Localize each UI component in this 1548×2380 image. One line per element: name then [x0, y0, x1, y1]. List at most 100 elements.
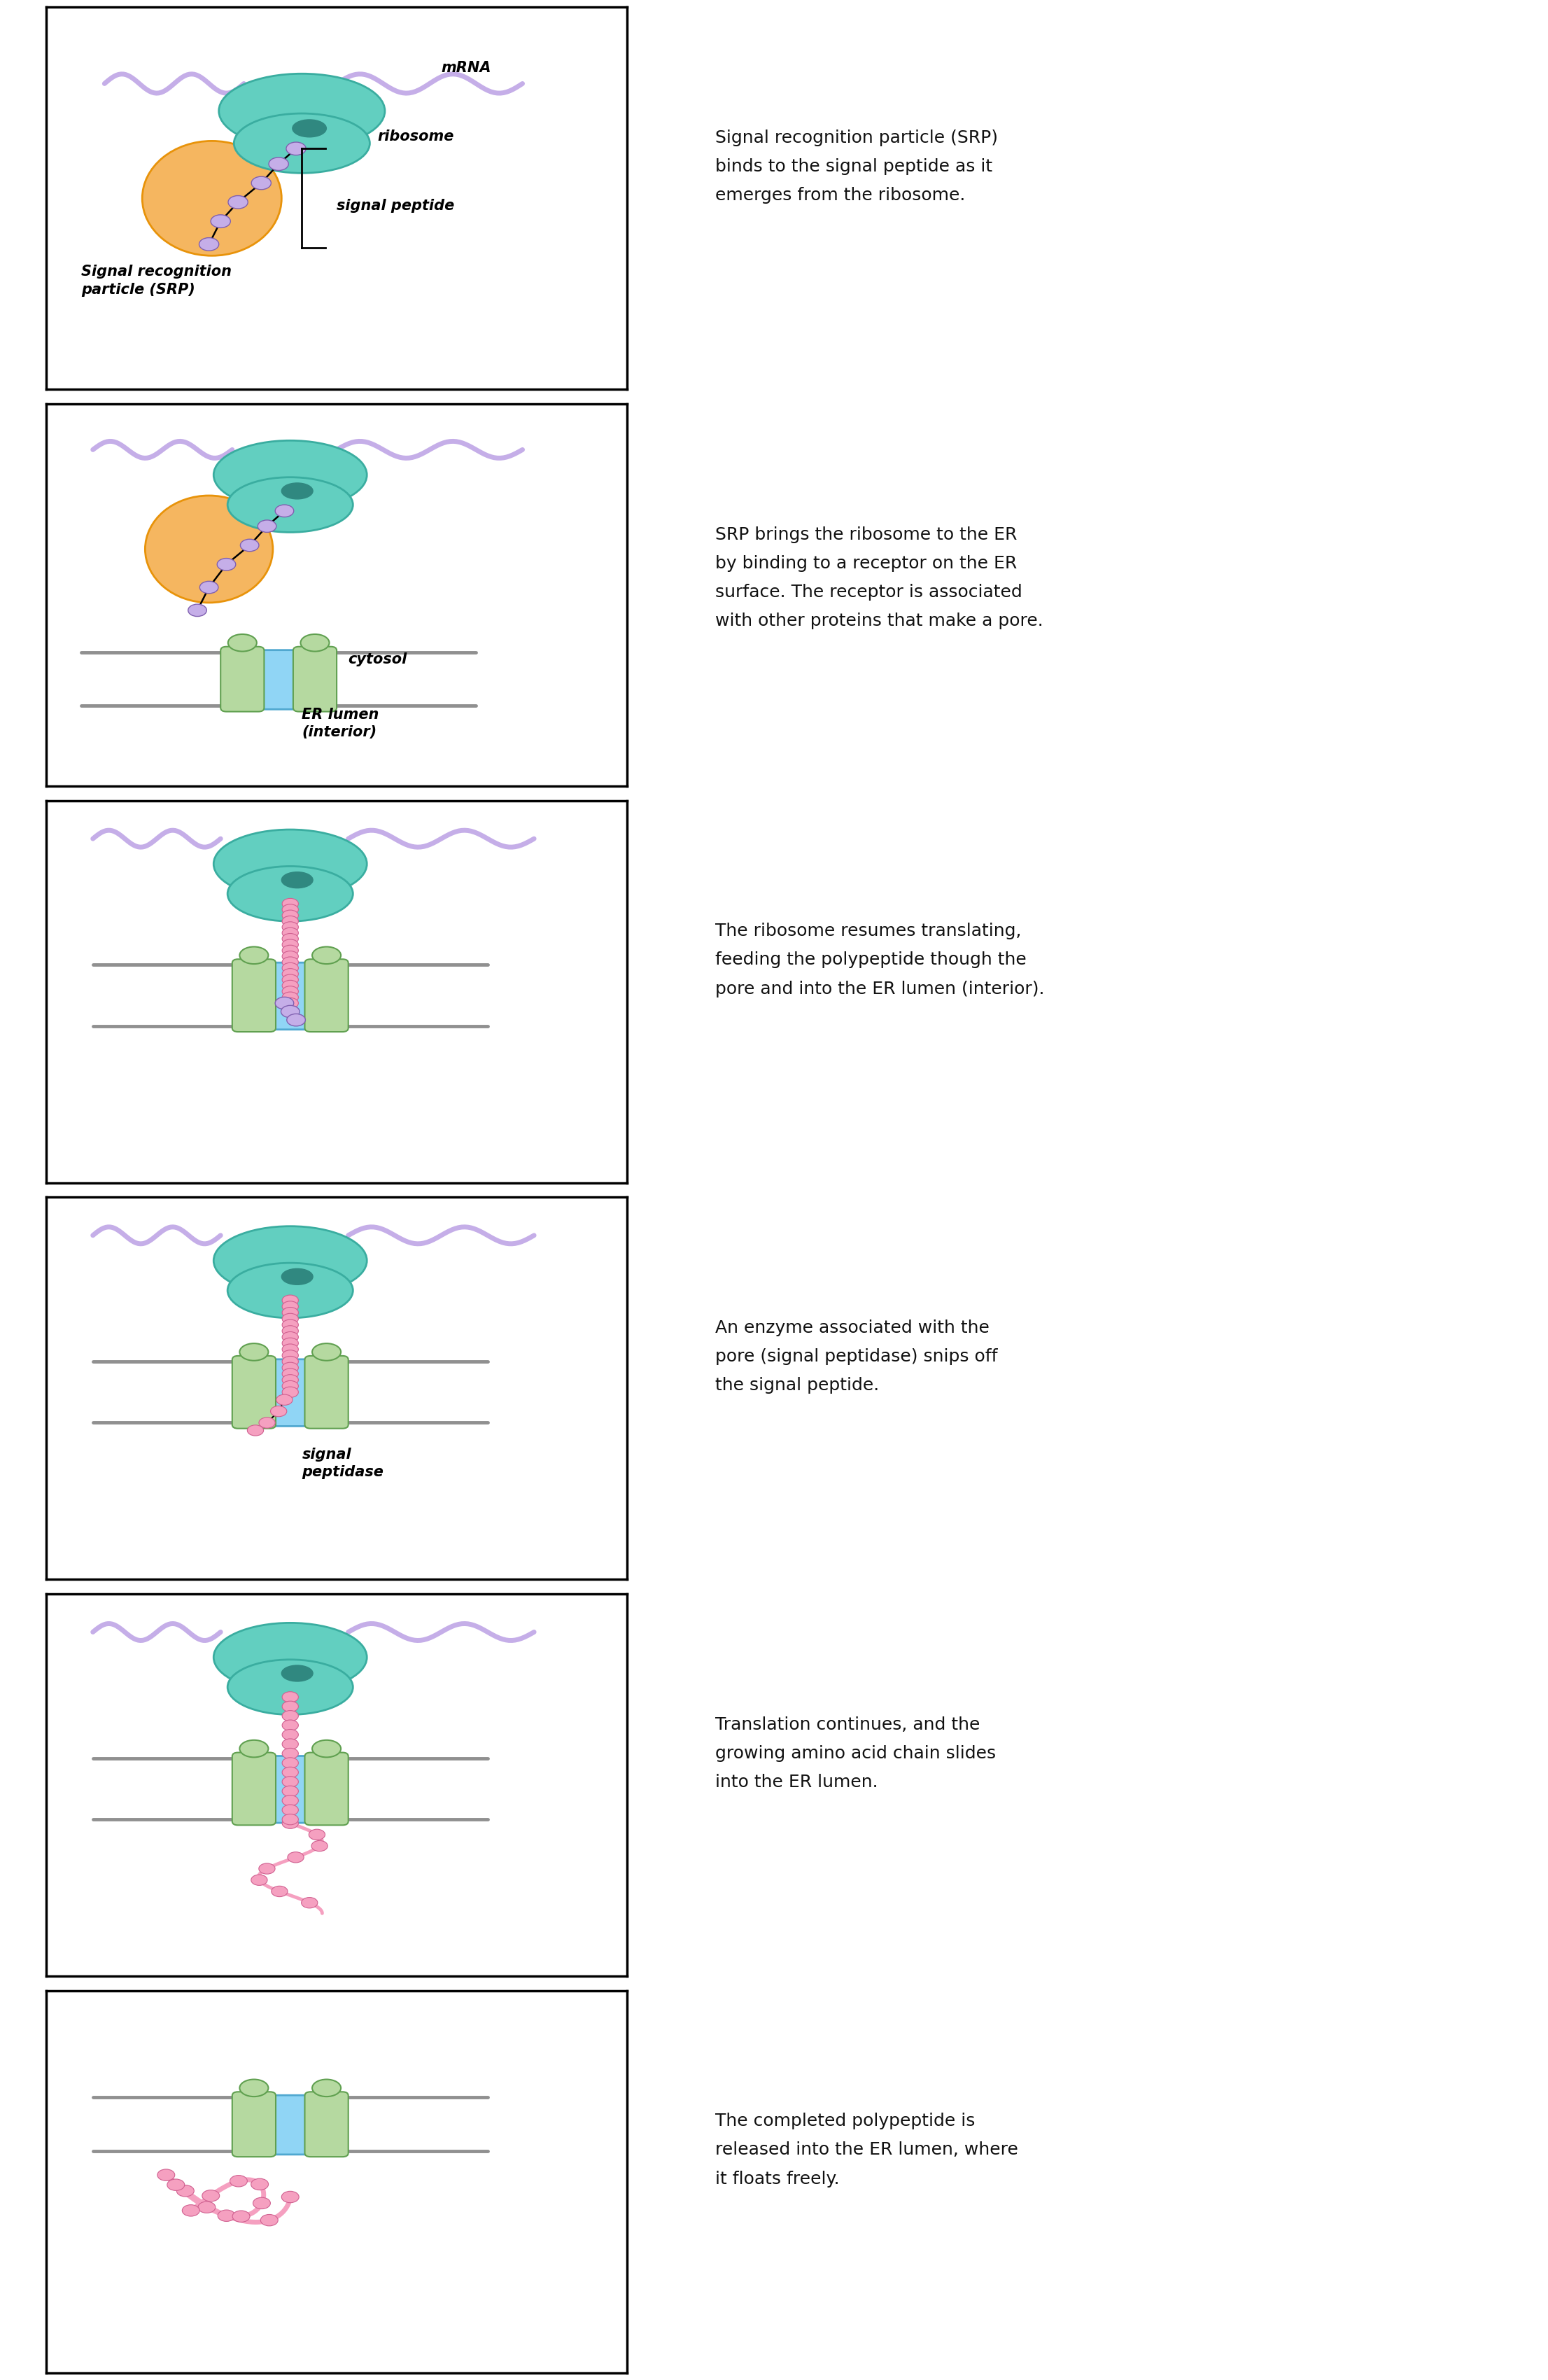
Ellipse shape [300, 633, 330, 652]
Text: Signal recognition particle (SRP)
binds to the signal peptide as it
emerges from: Signal recognition particle (SRP) binds … [715, 129, 998, 205]
Ellipse shape [146, 495, 272, 602]
Circle shape [282, 1376, 299, 1385]
Ellipse shape [240, 947, 268, 964]
Circle shape [288, 1852, 303, 1864]
Circle shape [276, 505, 294, 516]
Circle shape [232, 2211, 249, 2223]
Circle shape [200, 581, 218, 593]
FancyBboxPatch shape [305, 1357, 348, 1428]
Circle shape [282, 1004, 299, 1019]
Text: Signal recognition
particle (SRP): Signal recognition particle (SRP) [80, 264, 232, 298]
Text: The ribosome resumes translating,
feeding the polypeptide though the
pore and in: The ribosome resumes translating, feedin… [715, 923, 1045, 997]
Circle shape [282, 962, 299, 973]
Ellipse shape [228, 1264, 353, 1319]
Circle shape [282, 1775, 299, 1787]
Circle shape [211, 214, 231, 228]
FancyBboxPatch shape [305, 2092, 348, 2156]
Circle shape [282, 1388, 299, 1397]
Circle shape [282, 1711, 299, 1721]
Circle shape [276, 997, 294, 1009]
Circle shape [302, 1897, 317, 1909]
Circle shape [282, 1818, 299, 1828]
Ellipse shape [313, 2080, 341, 2097]
Circle shape [282, 928, 299, 938]
FancyBboxPatch shape [232, 1752, 276, 1825]
Circle shape [282, 1756, 299, 1768]
Circle shape [276, 1395, 293, 1404]
Circle shape [282, 897, 299, 909]
Circle shape [260, 2213, 279, 2225]
Circle shape [282, 1295, 299, 1307]
Circle shape [282, 992, 299, 1002]
Circle shape [282, 1326, 299, 1335]
Circle shape [282, 952, 299, 962]
Circle shape [218, 2211, 235, 2221]
Circle shape [269, 157, 288, 171]
FancyBboxPatch shape [305, 1752, 348, 1825]
Text: mRNA: mRNA [441, 62, 491, 74]
Circle shape [282, 945, 299, 957]
Circle shape [229, 2175, 248, 2187]
Ellipse shape [282, 1269, 313, 1285]
Circle shape [282, 1345, 299, 1354]
Circle shape [257, 521, 276, 533]
Text: cytosol: cytosol [348, 652, 407, 666]
Ellipse shape [282, 483, 313, 500]
Circle shape [282, 1302, 299, 1311]
Circle shape [282, 1380, 299, 1392]
Text: ribosome: ribosome [378, 131, 454, 143]
Circle shape [282, 1361, 299, 1373]
Circle shape [282, 933, 299, 945]
FancyBboxPatch shape [220, 647, 265, 712]
Circle shape [282, 909, 299, 921]
Circle shape [176, 2185, 194, 2197]
Circle shape [282, 1319, 299, 1330]
Ellipse shape [293, 119, 327, 138]
Circle shape [282, 1368, 299, 1378]
Text: ER lumen
(interior): ER lumen (interior) [302, 707, 379, 740]
Circle shape [251, 1875, 268, 1885]
Ellipse shape [234, 114, 370, 174]
Circle shape [271, 1407, 286, 1416]
Circle shape [203, 2190, 220, 2202]
Circle shape [282, 1721, 299, 1730]
FancyBboxPatch shape [263, 1756, 317, 1823]
FancyBboxPatch shape [263, 2094, 317, 2154]
FancyBboxPatch shape [232, 2092, 276, 2156]
Circle shape [282, 1749, 299, 1759]
Ellipse shape [228, 478, 353, 533]
Circle shape [282, 1349, 299, 1361]
Circle shape [282, 2192, 299, 2204]
Text: The completed polypeptide is
released into the ER lumen, where
it floats freely.: The completed polypeptide is released in… [715, 2113, 1019, 2187]
Ellipse shape [214, 831, 367, 897]
Circle shape [282, 969, 299, 978]
Ellipse shape [313, 1740, 341, 1756]
Circle shape [282, 1804, 299, 1816]
Circle shape [251, 176, 271, 190]
Text: signal peptide: signal peptide [337, 198, 455, 212]
Circle shape [286, 1014, 305, 1026]
Circle shape [286, 143, 307, 155]
Circle shape [217, 559, 235, 571]
Circle shape [282, 1740, 299, 1749]
Text: signal
peptidase: signal peptidase [302, 1447, 384, 1478]
Ellipse shape [214, 1226, 367, 1295]
Text: An enzyme associated with the
pore (signal peptidase) snips off
the signal pepti: An enzyme associated with the pore (sign… [715, 1319, 998, 1395]
Ellipse shape [313, 1342, 341, 1361]
Circle shape [282, 1814, 299, 1825]
Text: SRP brings the ribosome to the ER
by binding to a receptor on the ER
surface. Th: SRP brings the ribosome to the ER by bin… [715, 526, 1043, 628]
Circle shape [282, 981, 299, 990]
Circle shape [282, 997, 299, 1009]
Ellipse shape [313, 947, 341, 964]
Circle shape [271, 1885, 288, 1897]
FancyBboxPatch shape [293, 647, 337, 712]
Circle shape [282, 940, 299, 950]
Text: Translation continues, and the
growing amino acid chain slides
into the ER lumen: Translation continues, and the growing a… [715, 1716, 997, 1790]
FancyBboxPatch shape [305, 959, 348, 1033]
Circle shape [158, 2168, 175, 2180]
Ellipse shape [228, 633, 257, 652]
Ellipse shape [282, 871, 313, 888]
Ellipse shape [240, 1342, 268, 1361]
FancyBboxPatch shape [232, 1357, 276, 1428]
Circle shape [282, 1766, 299, 1778]
